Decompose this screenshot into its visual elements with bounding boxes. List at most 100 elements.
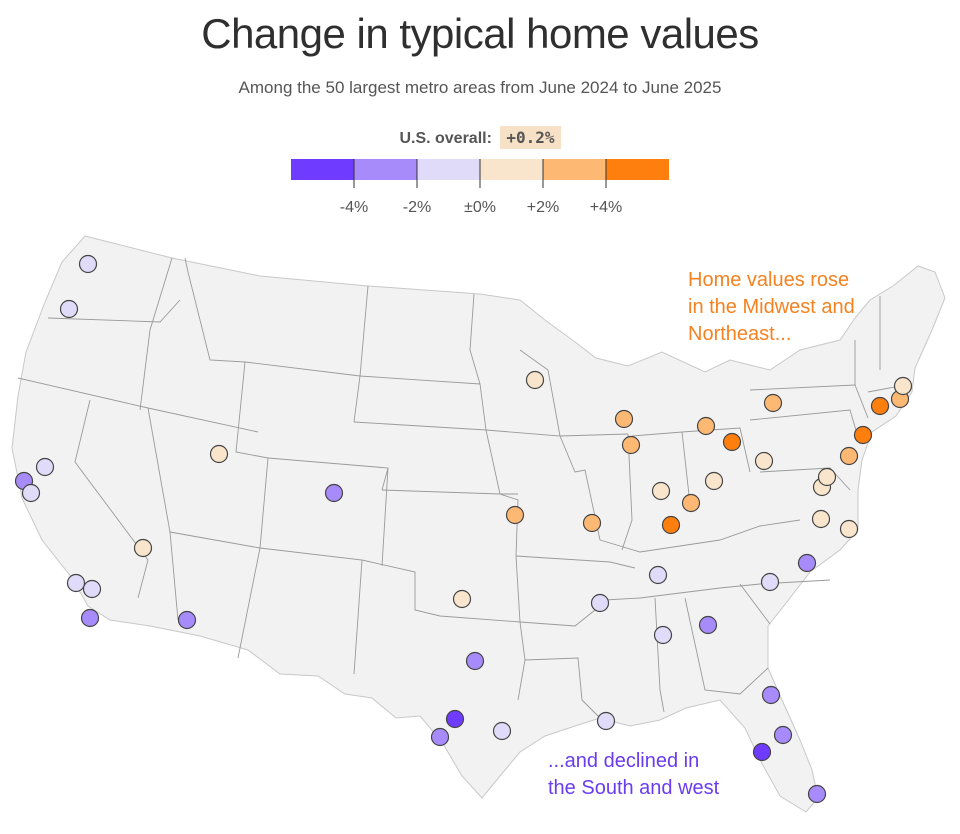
metro-dot <box>133 538 153 558</box>
state-border <box>169 531 261 549</box>
state-border <box>235 361 269 459</box>
legend-swatch <box>417 159 480 180</box>
state-border <box>139 257 173 411</box>
state-border <box>559 433 629 437</box>
metro-dot <box>177 610 197 630</box>
metro-dot <box>80 608 100 628</box>
state-border <box>381 467 389 491</box>
metro-dot <box>445 709 465 729</box>
state-border <box>47 299 181 323</box>
metro-dot <box>324 483 344 503</box>
metro-dot <box>870 396 890 416</box>
state-border <box>184 257 246 363</box>
state-border <box>74 399 149 599</box>
metro-dots <box>14 254 913 804</box>
metro-dot <box>653 625 673 645</box>
us-land <box>11 235 946 813</box>
metro-dot <box>648 565 668 585</box>
chart-title: Change in typical home values <box>201 10 759 57</box>
metro-dot <box>817 467 837 487</box>
legend-swatch <box>354 159 417 180</box>
metro-dot <box>582 513 602 533</box>
metro-dot <box>839 446 859 466</box>
legend-swatch <box>543 159 606 180</box>
state-border <box>621 433 633 551</box>
state-border <box>519 349 561 437</box>
metro-dot <box>681 493 701 513</box>
metro-dot <box>754 451 774 471</box>
legend-swatches <box>291 159 669 180</box>
us-overall-value: +0.2% <box>500 126 561 149</box>
state-border <box>353 421 487 431</box>
us-overall-label: U.S. overall: <box>399 130 492 147</box>
state-border <box>759 467 851 491</box>
metro-dot <box>807 784 827 804</box>
metro-dot <box>763 393 783 413</box>
metro-dot <box>590 593 610 613</box>
metro-dot <box>797 553 817 573</box>
legend-ticks: -4% -2% ±0% +2% +4% <box>340 159 622 216</box>
state-border <box>485 429 601 541</box>
legend-tick-label: -4% <box>340 199 368 216</box>
metro-dot <box>465 651 485 671</box>
metro-dot <box>839 519 859 539</box>
metro-dot <box>651 481 671 501</box>
metro-dot <box>82 579 102 599</box>
legend-swatch <box>606 159 669 180</box>
legend-swatch <box>480 159 543 180</box>
metro-dot <box>761 685 781 705</box>
metro-dot <box>525 370 545 390</box>
metro-dot <box>59 299 79 319</box>
legend-swatch <box>291 159 354 180</box>
metro-dot <box>505 505 525 525</box>
legend-tick-label: +4% <box>590 199 622 216</box>
annotation-decline: ...and declined in the South and west <box>548 748 719 802</box>
metro-dot <box>66 573 86 593</box>
state-border <box>244 361 361 377</box>
metro-dot <box>21 483 41 503</box>
metro-dot <box>760 572 780 592</box>
state-border <box>359 375 481 385</box>
state-border <box>604 579 831 601</box>
metro-dot <box>773 725 793 745</box>
metro-dot <box>696 416 716 436</box>
annotation-line: in the Midwest and <box>688 296 855 318</box>
us-outline <box>11 235 946 813</box>
metro-dot <box>78 254 98 274</box>
annotation-line: Home values rose <box>688 269 850 291</box>
metro-dot <box>209 444 229 464</box>
metro-dot <box>596 711 616 731</box>
annotation-line: Northeast... <box>688 323 792 345</box>
legend-tick-label: -2% <box>403 199 431 216</box>
us-overall: U.S. overall: +0.2% <box>0 126 960 149</box>
metro-dot <box>704 471 724 491</box>
metro-dot <box>430 727 450 747</box>
annotation-rise: Home values rose in the Midwest and Nort… <box>688 267 855 348</box>
legend-tick-label: ±0% <box>464 199 496 216</box>
state-border <box>684 597 769 695</box>
metro-dot <box>811 509 831 529</box>
chart-subtitle: Among the 50 largest metro areas from Ju… <box>238 78 722 97</box>
state-border <box>739 583 771 625</box>
metro-dot <box>661 515 681 535</box>
state-border <box>599 519 801 553</box>
metro-dot <box>614 409 634 429</box>
color-legend: -4% -2% ±0% +2% +4% <box>291 159 669 216</box>
metro-dot <box>722 432 742 452</box>
state-border <box>469 293 487 431</box>
state-border <box>524 657 601 719</box>
metro-dot <box>752 742 772 762</box>
state-border <box>515 555 636 569</box>
metro-dot <box>621 435 641 455</box>
metro-dot <box>492 721 512 741</box>
annotation-line: the South and west <box>548 777 720 799</box>
metro-dot <box>35 457 55 477</box>
metro-dot <box>893 376 913 396</box>
metro-dot <box>452 589 472 609</box>
metro-dot <box>853 425 873 445</box>
metro-dot <box>698 615 718 635</box>
legend-tick-label: +2% <box>527 199 559 216</box>
annotation-line: ...and declined in <box>548 750 700 772</box>
state-border <box>361 559 521 623</box>
